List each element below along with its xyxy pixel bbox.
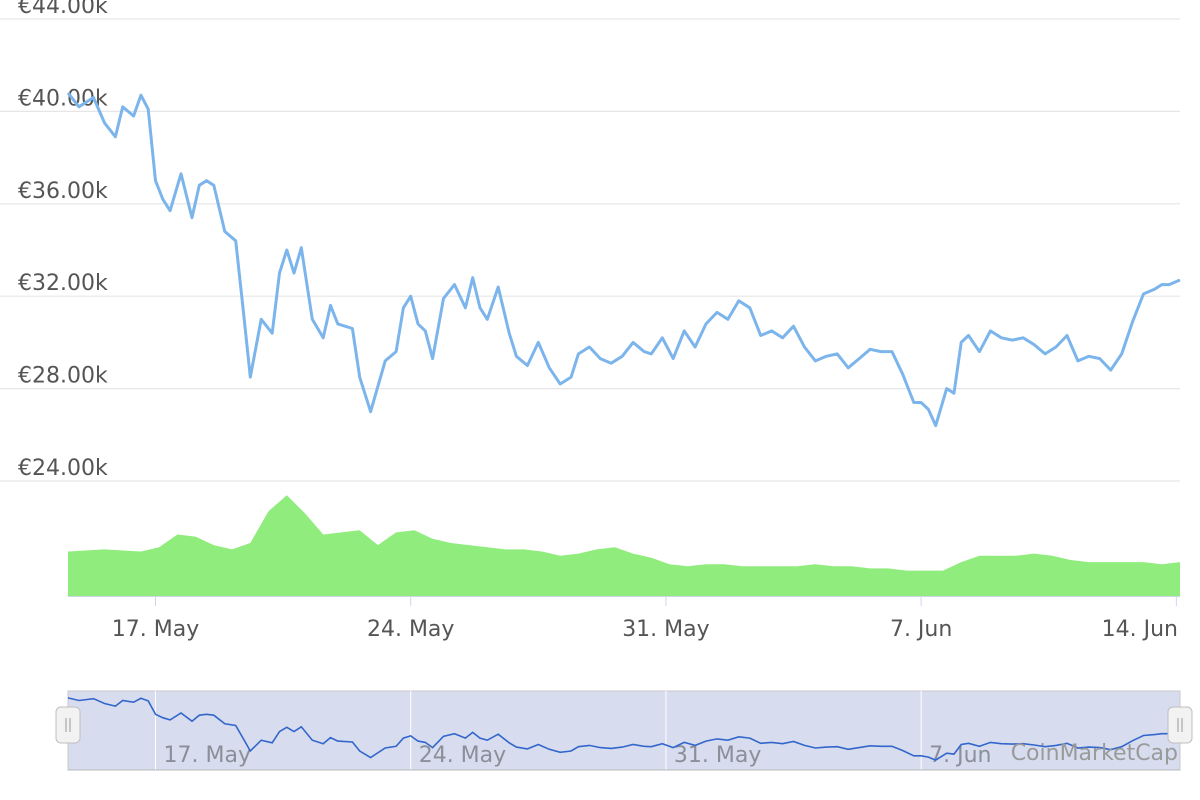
y-tick-label: €44.00k bbox=[18, 0, 108, 19]
y-tick-label: €32.00k bbox=[18, 271, 108, 296]
x-tick-label: 7. Jun bbox=[890, 617, 952, 642]
navigator-left-handle[interactable] bbox=[55, 706, 81, 744]
navigator-tick-label: 31. May bbox=[674, 743, 761, 768]
navigator-right-handle[interactable] bbox=[1167, 706, 1193, 744]
x-tick-label: 17. May bbox=[112, 617, 199, 642]
y-tick-label: €24.00k bbox=[18, 456, 108, 481]
volume-area bbox=[68, 495, 1180, 596]
handle-grip bbox=[1167, 706, 1193, 744]
x-tick-label: 31. May bbox=[622, 617, 709, 642]
navigator-tick-label: 17. May bbox=[164, 743, 251, 768]
navigator-range-mask bbox=[67, 690, 1181, 771]
y-gridlines bbox=[0, 18, 1180, 482]
x-axis: 17. May 24. May 31. May 7. Jun 14. Jun bbox=[68, 596, 1180, 642]
y-axis-labels: €24.00k€28.00k€32.00k€36.00k€40.00k€44.0… bbox=[18, 0, 108, 481]
navigator-tick-label: 7. Jun bbox=[929, 743, 991, 768]
price-line bbox=[66, 91, 1181, 428]
watermark-text: CoinMarketCap bbox=[1011, 741, 1178, 766]
price-series-line bbox=[66, 91, 1181, 428]
navigator[interactable]: 17. May 24. May 31. May 7. Jun bbox=[55, 690, 1193, 771]
x-tick-label: 14. Jun bbox=[1102, 617, 1178, 642]
navigator-series-line bbox=[67, 697, 1181, 761]
y-tick-label: €36.00k bbox=[18, 179, 108, 204]
handle-grip bbox=[55, 706, 81, 744]
volume-area-shape bbox=[68, 495, 1180, 596]
y-tick-label: €28.00k bbox=[18, 364, 108, 389]
x-tick-label: 24. May bbox=[367, 617, 454, 642]
